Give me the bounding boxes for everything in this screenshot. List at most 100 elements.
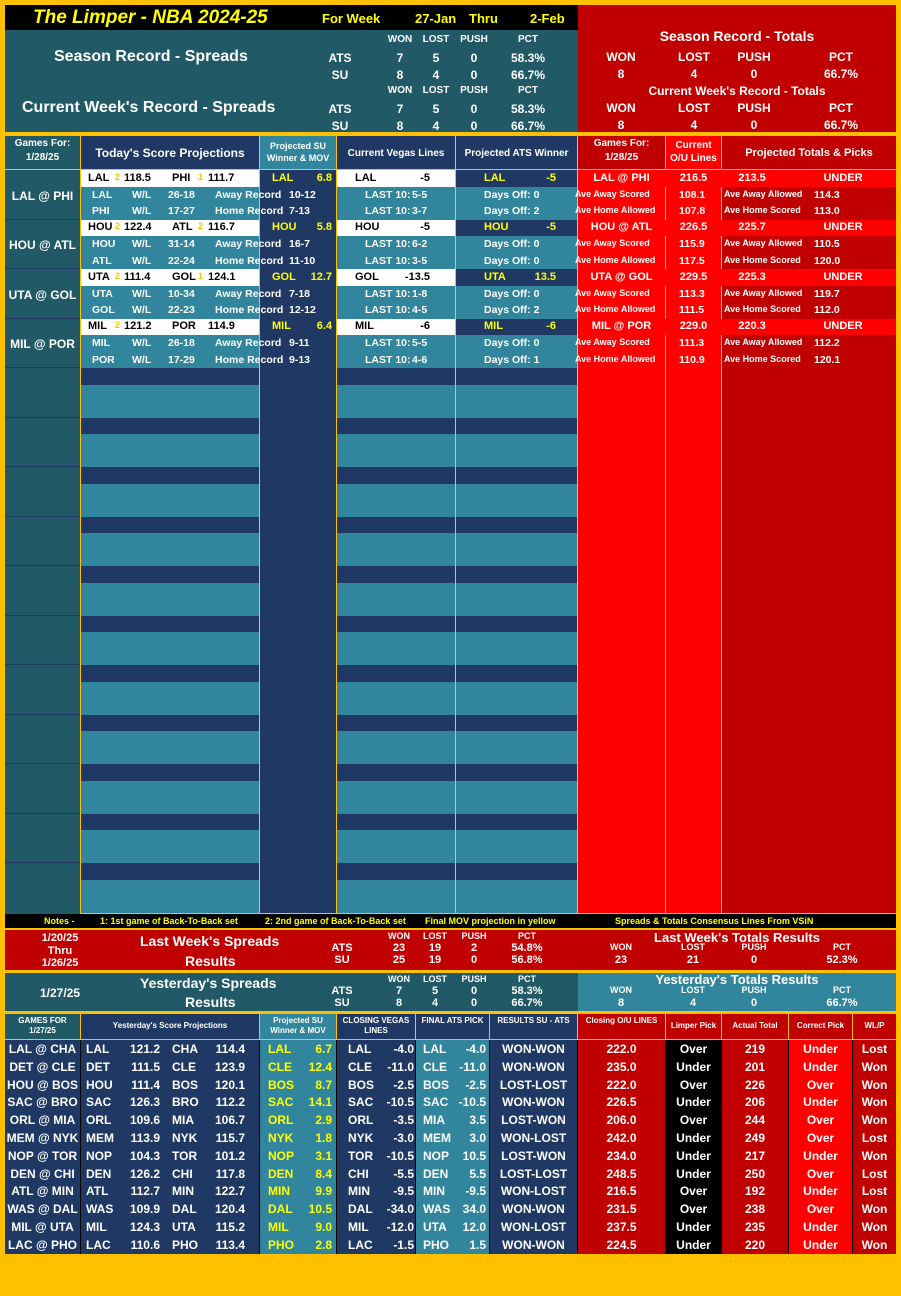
y-su-team: ORL [268,1113,294,1128]
grid-cell [337,764,455,781]
y-closing-cell [337,1182,415,1201]
y-correct-header [789,1014,852,1039]
grid-cell [666,698,721,715]
week-spreads-col-pct: PCT [518,85,538,96]
grid-cell [260,879,336,896]
totals-row-bg [578,269,896,286]
su-winner-mov: 12.7 [310,270,332,283]
grid-cell [578,615,665,632]
y-su-mov: 8.4 [315,1166,332,1181]
y-final-cell [416,1111,489,1129]
y-correct-pick: Under [803,1095,838,1110]
last-week-totals-col-lost: LOST [681,942,705,952]
grid-cell [578,780,665,797]
y-ou-cell [578,1235,665,1254]
grid-cell [81,384,259,401]
detail-team: UTA [92,287,113,300]
grid-cell [666,681,721,698]
away-b2b: 2 [115,320,121,330]
grid-cell [260,285,336,302]
ats-winner-team: LAL [484,171,506,184]
detail-days-off: Days Off: 0 [484,337,540,349]
yesterday-su-won: 8 [395,997,403,1009]
y-final-ats-header-label: FINAL ATS PICK [421,1016,484,1025]
grid-cell [260,186,336,203]
y-actual-total: 238 [744,1202,766,1217]
week-end-date: 2-Feb [530,11,565,26]
y-proj-cell [81,1146,259,1165]
last-week-ats-won: 23 [392,942,406,954]
detail-team: ATL [92,254,112,267]
vegas-line-team: HOU [355,221,380,233]
grid-cell [578,879,665,896]
y-wlp: Lost [861,1166,888,1181]
y-wlp-cell [853,1146,896,1165]
last-week-ats-push: 2 [470,942,478,954]
y-limper-pick: Under [676,1166,711,1181]
y-matchup-cell [5,1182,80,1201]
y-closing-cell [337,1040,415,1058]
home-score: 111.7 [208,171,235,184]
y-away-score: 112.7 [130,1184,160,1199]
grid-cell [81,450,259,467]
away-score: 111.4 [124,270,151,283]
grid-cell [722,186,896,203]
grid-cell [456,285,577,302]
y-correct-cell [789,1075,852,1094]
y-final-team: DEN [423,1166,449,1181]
grid-cell [578,632,665,649]
y-home-score: 115.2 [215,1220,245,1234]
matchup-divider [5,565,80,566]
detail-last10-value: 4-6 [412,353,428,366]
detail-last10-value: 5-5 [412,337,428,349]
y-wlp-cell [853,1235,896,1254]
grid-cell [722,797,896,814]
last-week-totals-col-won: WON [610,942,632,952]
grid-cell [722,879,896,896]
note-mov: Final MOV projection in yellow [425,916,556,926]
y-su-team: DEN [268,1166,294,1181]
detail-stat-2-value: 120.0 [814,254,841,267]
week-totals-col-pct: PCT [829,101,853,115]
season-totals-won: 8 [617,67,625,81]
week-spreads-ats-push: 0 [470,102,478,116]
grid-cell [260,203,336,220]
y-final-cell [416,1200,489,1218]
detail-days-off: Days Off: 0 [484,287,540,300]
detail-stat-2-label: Ave Away Allowed [724,188,803,199]
yesterday-col-won: WON [388,974,410,984]
detail-split-label: Home Record [215,205,284,217]
su-winner-team: LAL [272,171,294,184]
totals-record-panel [578,5,896,132]
matchup-divider [5,763,80,764]
grid-cell [81,285,259,302]
week-spreads-su-push: 0 [470,119,478,133]
grid-cell [578,384,665,401]
y-proj-cell [81,1075,259,1094]
season-spreads-su-push: 0 [470,68,478,82]
grid-cell [81,467,259,484]
totals-matchup: UTA @ GOL [590,270,653,283]
y-ou-cell [578,1093,665,1112]
y-proj-cell [81,1129,259,1147]
y-closing-line: -34.0 [386,1202,414,1217]
y-home-team: CHI [172,1166,193,1181]
y-ou-cell [578,1075,665,1094]
grid-cell [456,351,577,368]
detail-split-value: 16-7 [289,238,311,250]
grid-cell [260,698,336,715]
detail-stat-1-value: 110.9 [679,353,705,366]
grid-cell [456,830,577,847]
y-actual-total: 244 [744,1113,766,1128]
grid-cell [260,467,336,484]
y-matchup: LAC @ PHO [7,1237,78,1252]
y-correct-cell [789,1182,852,1201]
y-wlp: Won [861,1095,888,1110]
grid-cell [722,236,896,253]
grid-cell [337,401,455,418]
grid-cell [81,335,259,352]
y-away-score: 111.4 [131,1077,160,1092]
grid-cell [337,780,455,797]
y-projections-header-label: Yesterday's Score Projections [112,1021,228,1030]
y-limper-pick: Under [676,1237,711,1252]
